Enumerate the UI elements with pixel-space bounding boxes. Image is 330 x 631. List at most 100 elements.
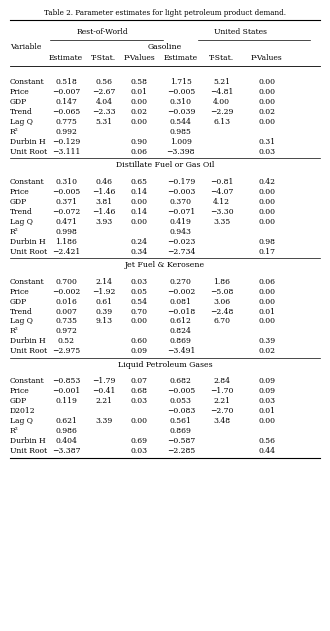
Text: T-Stat.: T-Stat. (91, 54, 116, 62)
Text: −0.018: −0.018 (167, 307, 195, 316)
Text: 0.00: 0.00 (258, 98, 275, 106)
Text: 0.682: 0.682 (170, 377, 192, 386)
Text: −2.734: −2.734 (167, 248, 195, 256)
Text: Rest-of-World: Rest-of-World (77, 28, 128, 35)
Text: 0.00: 0.00 (258, 188, 275, 196)
Text: Durbin H: Durbin H (10, 338, 46, 345)
Text: 0.03: 0.03 (131, 278, 148, 286)
Text: 0.61: 0.61 (95, 298, 113, 305)
Text: 0.01: 0.01 (258, 407, 275, 415)
Text: 3.48: 3.48 (213, 417, 230, 425)
Text: −0.005: −0.005 (167, 88, 195, 96)
Text: −0.007: −0.007 (52, 88, 80, 96)
Text: Price: Price (10, 188, 30, 196)
Text: −3.491: −3.491 (167, 348, 195, 355)
Text: −2.421: −2.421 (52, 248, 80, 256)
Text: Unit Root: Unit Root (10, 447, 47, 455)
Text: Constant: Constant (10, 377, 45, 386)
Text: 0.46: 0.46 (95, 178, 113, 186)
Text: 0.05: 0.05 (131, 288, 148, 295)
Text: 0.869: 0.869 (170, 427, 192, 435)
Text: 0.998: 0.998 (55, 228, 77, 236)
Text: −3.111: −3.111 (52, 148, 80, 156)
Text: 0.09: 0.09 (258, 387, 275, 395)
Text: 0.56: 0.56 (95, 78, 113, 86)
Text: 0.60: 0.60 (131, 338, 148, 345)
Text: Variable: Variable (10, 44, 41, 51)
Text: 0.986: 0.986 (55, 427, 77, 435)
Text: R²: R² (10, 427, 19, 435)
Text: −0.81: −0.81 (210, 178, 233, 186)
Text: −0.003: −0.003 (167, 188, 195, 196)
Text: 0.44: 0.44 (258, 447, 275, 455)
Text: −0.065: −0.065 (52, 108, 80, 116)
Text: Liquid Petroleum Gases: Liquid Petroleum Gases (118, 361, 212, 369)
Text: −0.071: −0.071 (167, 208, 195, 216)
Text: GDP: GDP (10, 198, 27, 206)
Text: Estimate: Estimate (164, 54, 198, 62)
Text: 0.14: 0.14 (131, 208, 148, 216)
Text: −0.083: −0.083 (167, 407, 195, 415)
Text: −1.79: −1.79 (92, 377, 115, 386)
Text: −0.005: −0.005 (52, 188, 80, 196)
Text: −4.81: −4.81 (210, 88, 233, 96)
Text: Lag Q: Lag Q (10, 118, 33, 126)
Text: 0.00: 0.00 (258, 198, 275, 206)
Text: 2.21: 2.21 (213, 398, 230, 405)
Text: 0.54: 0.54 (131, 298, 148, 305)
Text: 0.561: 0.561 (170, 417, 192, 425)
Text: 0.52: 0.52 (57, 338, 75, 345)
Text: 0.31: 0.31 (258, 138, 275, 146)
Text: 0.70: 0.70 (131, 307, 148, 316)
Text: R²: R² (10, 128, 19, 136)
Text: 0.972: 0.972 (55, 327, 77, 336)
Text: 0.700: 0.700 (55, 278, 77, 286)
Text: 4.04: 4.04 (95, 98, 113, 106)
Text: 0.24: 0.24 (131, 238, 148, 245)
Text: 3.35: 3.35 (213, 218, 230, 226)
Text: 0.00: 0.00 (131, 198, 148, 206)
Text: Unit Root: Unit Root (10, 248, 47, 256)
Text: 1.009: 1.009 (170, 138, 192, 146)
Text: −2.67: −2.67 (92, 88, 115, 96)
Text: 0.39: 0.39 (95, 307, 113, 316)
Text: 6.70: 6.70 (213, 317, 230, 326)
Text: 0.03: 0.03 (131, 447, 148, 455)
Text: 0.00: 0.00 (258, 298, 275, 305)
Text: −5.08: −5.08 (210, 288, 233, 295)
Text: −1.92: −1.92 (92, 288, 115, 295)
Text: −2.33: −2.33 (92, 108, 116, 116)
Text: GDP: GDP (10, 298, 27, 305)
Text: 0.081: 0.081 (170, 298, 192, 305)
Text: 2.21: 2.21 (95, 398, 113, 405)
Text: −0.072: −0.072 (52, 208, 80, 216)
Text: −0.005: −0.005 (167, 387, 195, 395)
Text: 0.016: 0.016 (55, 298, 77, 305)
Text: −1.46: −1.46 (92, 208, 115, 216)
Text: D2012: D2012 (10, 407, 36, 415)
Text: Lag Q: Lag Q (10, 417, 33, 425)
Text: 0.98: 0.98 (258, 238, 275, 245)
Text: R²: R² (10, 327, 19, 336)
Text: 1.715: 1.715 (170, 78, 192, 86)
Text: 3.81: 3.81 (95, 198, 113, 206)
Text: Unit Root: Unit Root (10, 348, 47, 355)
Text: Distillate Fuel or Gas Oil: Distillate Fuel or Gas Oil (116, 162, 214, 170)
Text: 0.14: 0.14 (131, 188, 148, 196)
Text: 1.86: 1.86 (213, 278, 230, 286)
Text: −2.29: −2.29 (210, 108, 233, 116)
Text: P-Values: P-Values (251, 54, 282, 62)
Text: Trend: Trend (10, 307, 33, 316)
Text: Trend: Trend (10, 108, 33, 116)
Text: 0.00: 0.00 (131, 218, 148, 226)
Text: −0.853: −0.853 (52, 377, 80, 386)
Text: 0.03: 0.03 (258, 398, 275, 405)
Text: Constant: Constant (10, 178, 45, 186)
Text: 0.621: 0.621 (55, 417, 77, 425)
Text: 1.186: 1.186 (55, 238, 77, 245)
Text: −2.285: −2.285 (167, 447, 195, 455)
Text: 0.824: 0.824 (170, 327, 192, 336)
Text: −0.002: −0.002 (52, 288, 80, 295)
Text: 3.93: 3.93 (95, 218, 113, 226)
Text: 0.42: 0.42 (258, 178, 275, 186)
